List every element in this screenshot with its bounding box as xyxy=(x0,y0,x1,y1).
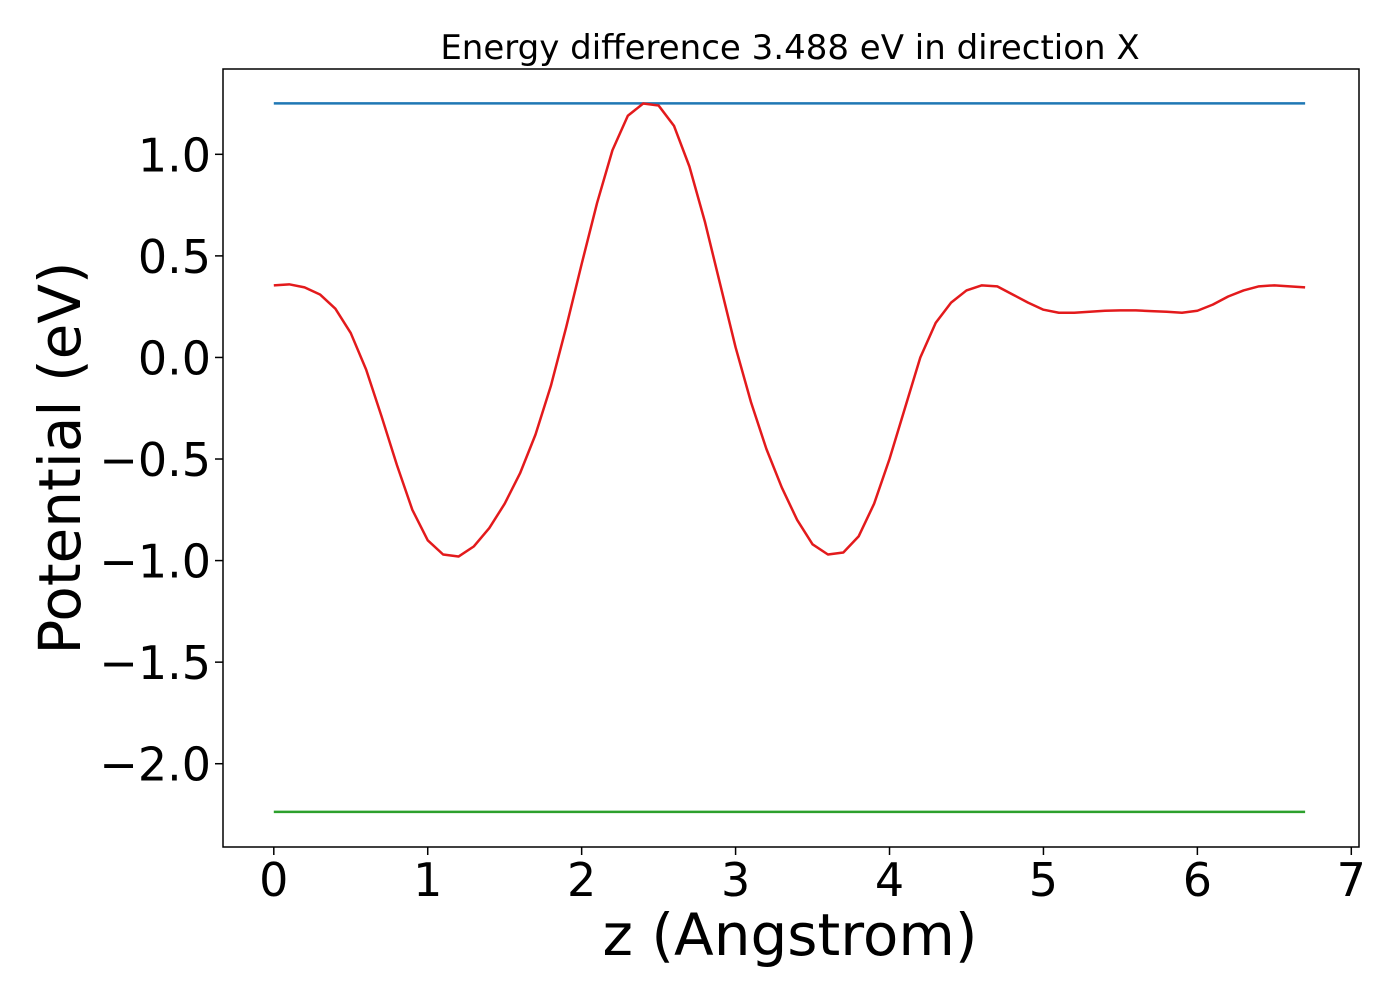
x-axis-ticks: 0 1 2 3 4 5 6 7 xyxy=(259,847,1366,907)
chart-title: Energy difference 3.488 eV in direction … xyxy=(440,28,1139,68)
x-tick-label: 7 xyxy=(1337,853,1366,907)
plot-area xyxy=(222,68,1360,848)
x-tick-label: 1 xyxy=(413,853,442,907)
y-tick-label: 0.5 xyxy=(138,230,211,284)
y-axis-ticks: 1.0 0.5 0.0 −0.5 −1.0 −1.5 −2.0 xyxy=(99,128,223,792)
x-tick-label: 4 xyxy=(875,853,904,907)
y-tick-label: 0.0 xyxy=(138,331,211,385)
axes-frame xyxy=(222,68,1360,848)
x-tick-label: 2 xyxy=(567,853,596,907)
x-tick-label: 6 xyxy=(1183,853,1212,907)
x-tick-label: 0 xyxy=(259,853,288,907)
y-tick-label: −1.5 xyxy=(99,636,211,690)
x-axis-label: z (Angstrom) xyxy=(603,901,978,969)
y-tick-label: 1.0 xyxy=(138,128,211,182)
y-axis-label: Potential (eV) xyxy=(26,261,94,654)
y-tick-label: −0.5 xyxy=(99,433,211,487)
x-tick-label: 5 xyxy=(1029,853,1058,907)
series-line-2 xyxy=(273,102,1306,558)
x-tick-label: 3 xyxy=(721,853,750,907)
y-tick-label: −1.0 xyxy=(99,535,211,589)
y-tick-label: −2.0 xyxy=(99,738,211,792)
series-layer xyxy=(273,102,1306,814)
